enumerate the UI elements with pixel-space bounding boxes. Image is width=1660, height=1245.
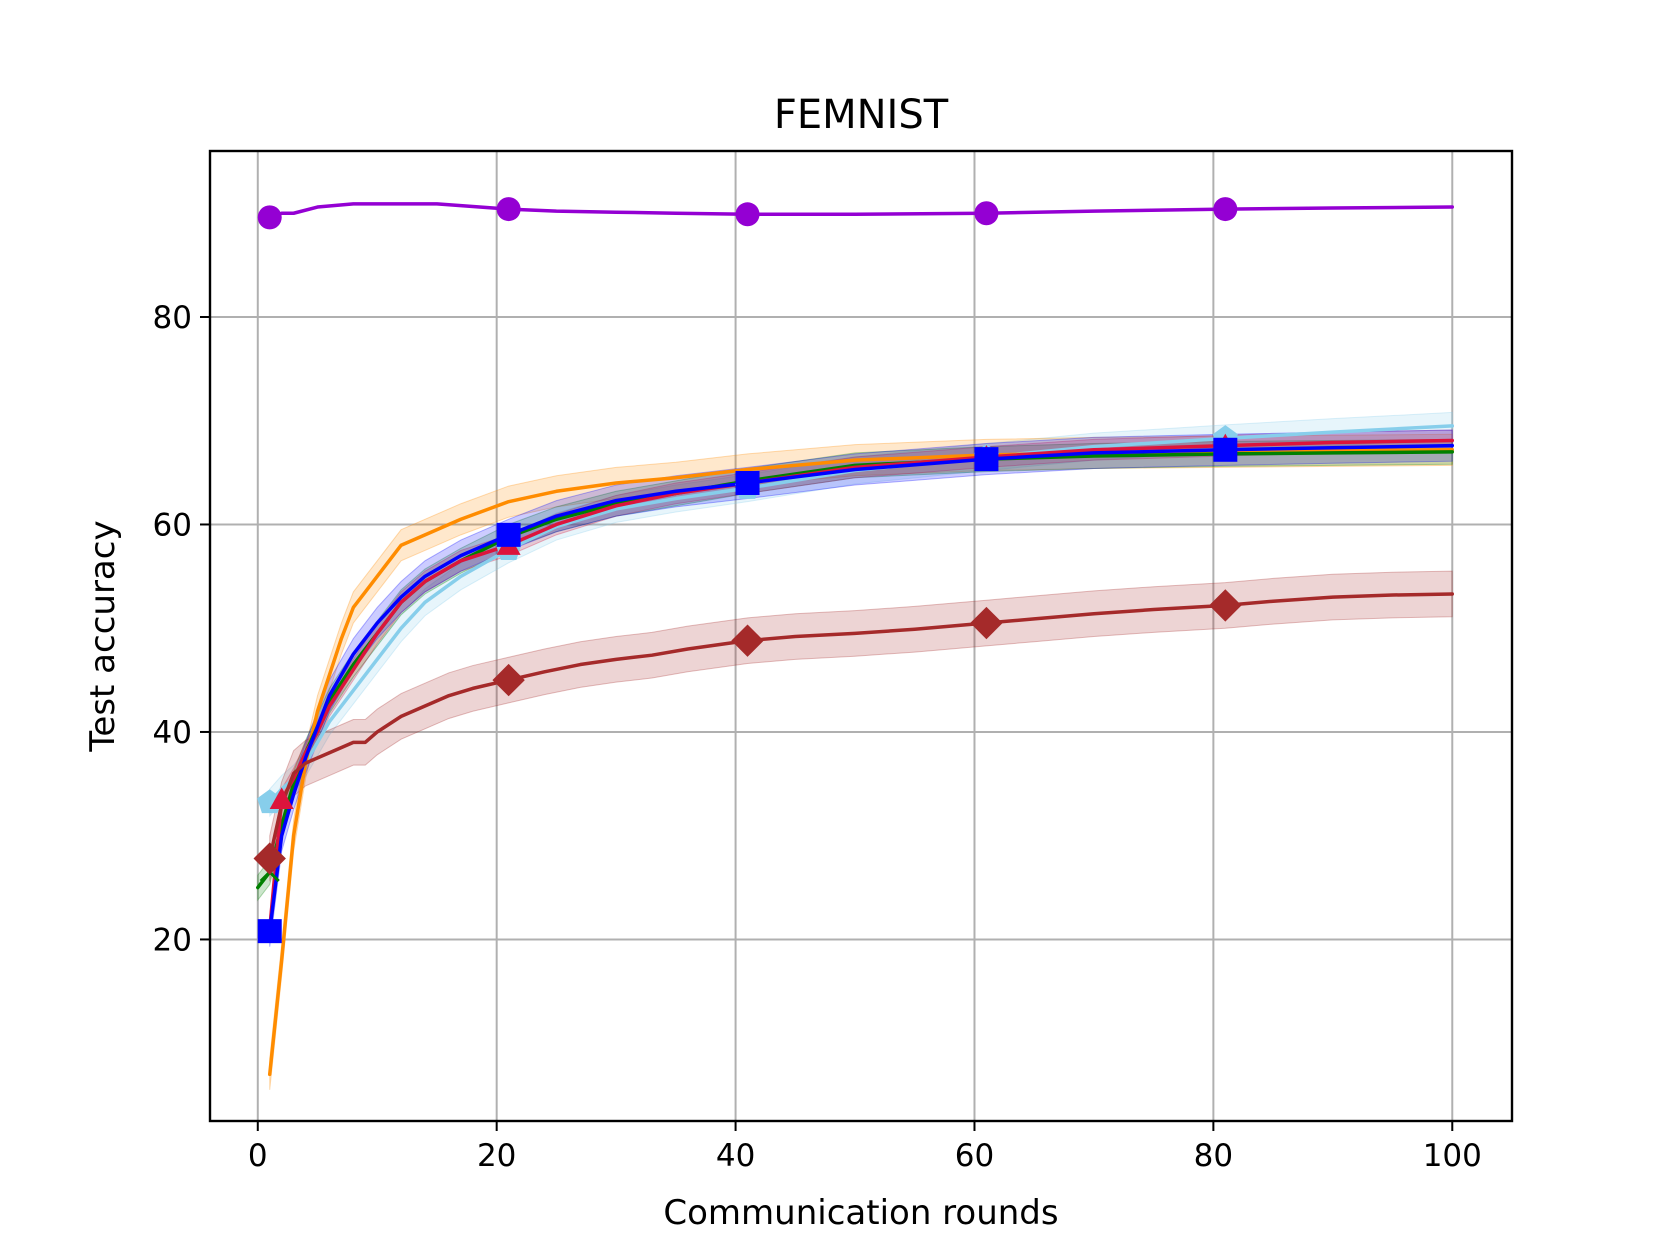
series-6-line bbox=[267, 592, 1455, 861]
x-tick-label: 80 bbox=[1194, 1138, 1233, 1174]
series-5-marker bbox=[496, 522, 521, 547]
series-0-marker bbox=[735, 202, 760, 227]
confidence-bands bbox=[257, 411, 1453, 1090]
series-6-marker bbox=[1209, 589, 1242, 622]
series-6-marker bbox=[492, 663, 525, 697]
series-3-band bbox=[257, 438, 1453, 902]
series-5-line bbox=[267, 443, 1455, 933]
x-tick-label: 20 bbox=[477, 1138, 516, 1174]
series-lines bbox=[256, 202, 1455, 1077]
grid-lines bbox=[210, 151, 1512, 1121]
series-0-line bbox=[267, 202, 1455, 220]
x-tick-label: 100 bbox=[1423, 1138, 1482, 1174]
series-markers bbox=[253, 197, 1242, 944]
series-5-marker bbox=[257, 919, 282, 944]
series-0-marker bbox=[257, 205, 282, 230]
x-tick-label: 40 bbox=[716, 1138, 755, 1174]
series-5-marker bbox=[735, 470, 760, 495]
series-5-marker bbox=[1213, 437, 1238, 462]
series-6-marker bbox=[253, 842, 286, 875]
y-tick-label: 20 bbox=[153, 922, 192, 958]
chart-title: FEMNIST bbox=[774, 92, 949, 138]
series-6-band bbox=[269, 570, 1453, 882]
plot-frame bbox=[208, 149, 1514, 1123]
series-6-marker bbox=[970, 606, 1003, 640]
y-tick-label: 40 bbox=[153, 715, 192, 751]
series-4-marker bbox=[269, 787, 294, 809]
series-0-marker bbox=[974, 201, 999, 226]
y-tick-label: 60 bbox=[153, 507, 192, 543]
x-axis-label: Communication rounds bbox=[663, 1193, 1058, 1233]
series-2-band bbox=[269, 433, 1453, 1090]
series-2-line bbox=[267, 448, 1455, 1077]
series-0-marker bbox=[1213, 197, 1238, 222]
axis-ticks: 0 20 40 60 80 100 20 40 60 80 bbox=[153, 300, 1482, 1174]
x-tick-label: 0 bbox=[248, 1138, 268, 1174]
x-tick-label: 60 bbox=[955, 1138, 994, 1174]
series-0-marker bbox=[496, 197, 521, 222]
series-6-marker bbox=[731, 624, 764, 657]
series-5-marker bbox=[974, 447, 999, 472]
y-tick-label: 80 bbox=[153, 300, 192, 336]
y-axis-label: Test accuracy bbox=[83, 520, 123, 752]
